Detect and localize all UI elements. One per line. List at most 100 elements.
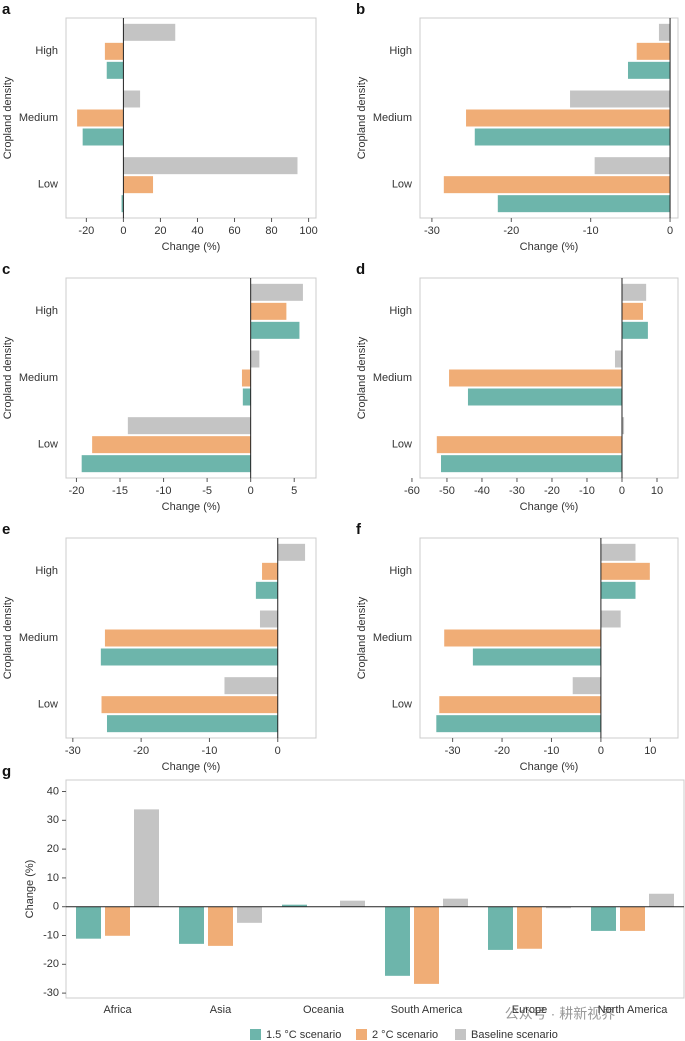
x-tick-label: -20 xyxy=(544,485,560,497)
y-tick-label: Medium xyxy=(19,112,58,124)
x-tick-label: Africa xyxy=(103,1004,132,1016)
y-tick-label: Medium xyxy=(373,112,412,124)
y-tick-label: 0 xyxy=(53,901,59,913)
bar xyxy=(658,23,671,41)
bar xyxy=(627,61,671,79)
plot-frame xyxy=(65,779,685,999)
bar xyxy=(443,176,671,194)
y-tick-label: High xyxy=(389,565,412,577)
y-tick-label: 10 xyxy=(47,872,59,884)
x-tick-label: -10 xyxy=(201,745,217,757)
plot-frame xyxy=(65,277,317,479)
bar xyxy=(600,581,636,599)
y-tick-label: Medium xyxy=(19,372,58,384)
bar xyxy=(439,696,601,714)
x-tick-label: 0 xyxy=(598,745,604,757)
x-tick-label: 0 xyxy=(120,225,126,237)
y-tick-label: 30 xyxy=(47,814,59,826)
y-tick-label: Low xyxy=(38,439,58,451)
x-tick-label: 10 xyxy=(651,485,663,497)
bar xyxy=(621,321,648,339)
bar xyxy=(121,195,124,213)
y-axis-label: Cropland density xyxy=(2,76,14,159)
x-tick-label: -30 xyxy=(509,485,525,497)
x-tick-label: -30 xyxy=(65,745,81,757)
panel-label: b xyxy=(356,1,365,18)
bar xyxy=(436,715,601,733)
bar xyxy=(572,677,601,695)
bar xyxy=(134,809,159,907)
x-tick-label: -10 xyxy=(579,485,595,497)
legend-swatch xyxy=(356,1029,367,1040)
bar xyxy=(340,900,365,907)
x-tick-label: Asia xyxy=(210,1004,232,1016)
x-tick-label: North America xyxy=(598,1004,669,1016)
x-tick-label: -20 xyxy=(494,745,510,757)
legend-label: Baseline scenario xyxy=(471,1029,558,1041)
y-tick-label: -10 xyxy=(43,929,59,941)
bar xyxy=(436,436,622,454)
plot-frame xyxy=(65,537,317,739)
y-axis-label: Cropland density xyxy=(356,76,368,159)
bar xyxy=(517,906,542,949)
y-tick-label: High xyxy=(35,565,58,577)
y-axis-label: Cropland density xyxy=(2,596,14,679)
bar xyxy=(472,648,601,666)
bar xyxy=(123,23,176,41)
panel-label: f xyxy=(356,521,362,538)
x-axis-label: Change (%) xyxy=(162,501,221,513)
bar xyxy=(385,906,410,976)
x-tick-label: -30 xyxy=(445,745,461,757)
y-tick-label: Low xyxy=(38,699,58,711)
bar xyxy=(76,906,101,939)
x-tick-label: Oceania xyxy=(303,1004,345,1016)
x-tick-label: -10 xyxy=(544,745,560,757)
bar xyxy=(106,715,278,733)
bar xyxy=(600,562,650,580)
plot-frame xyxy=(65,17,317,219)
bar xyxy=(600,543,636,561)
bar xyxy=(241,369,251,387)
legend-swatch xyxy=(455,1029,466,1040)
bar xyxy=(444,629,601,647)
bar xyxy=(488,906,513,950)
bar xyxy=(466,109,671,127)
legend-label: 2 °C scenario xyxy=(372,1029,438,1041)
y-tick-label: Medium xyxy=(373,372,412,384)
y-tick-label: Low xyxy=(38,179,58,191)
bar xyxy=(104,629,278,647)
bar xyxy=(594,157,671,175)
bar xyxy=(250,283,303,301)
y-tick-label: High xyxy=(35,305,58,317)
panel-label: d xyxy=(356,261,365,278)
bar xyxy=(621,283,647,301)
x-tick-label: 0 xyxy=(275,745,281,757)
x-tick-label: -10 xyxy=(156,485,172,497)
bar xyxy=(262,562,278,580)
bar xyxy=(620,906,645,931)
x-tick-label: -20 xyxy=(503,225,519,237)
x-tick-label: -40 xyxy=(474,485,490,497)
bar xyxy=(277,543,306,561)
watermark: 公众号 · 耕新视界 xyxy=(505,1006,615,1022)
bar xyxy=(123,157,298,175)
bar xyxy=(179,906,204,944)
x-tick-label: 5 xyxy=(291,485,297,497)
x-tick-label: 0 xyxy=(667,225,673,237)
panel-label: e xyxy=(2,521,10,538)
y-tick-label: 20 xyxy=(47,843,59,855)
bar xyxy=(570,90,671,108)
y-tick-label: -30 xyxy=(43,987,59,999)
bar xyxy=(208,906,233,946)
panel-label: c xyxy=(2,261,10,278)
x-tick-label: Europe xyxy=(512,1004,547,1016)
x-axis-label: Change (%) xyxy=(520,241,579,253)
bar xyxy=(600,610,621,628)
bar xyxy=(100,648,278,666)
bar xyxy=(443,898,468,907)
bar xyxy=(636,42,671,60)
x-tick-label: -10 xyxy=(583,225,599,237)
y-tick-label: High xyxy=(389,305,412,317)
bar xyxy=(449,369,622,387)
